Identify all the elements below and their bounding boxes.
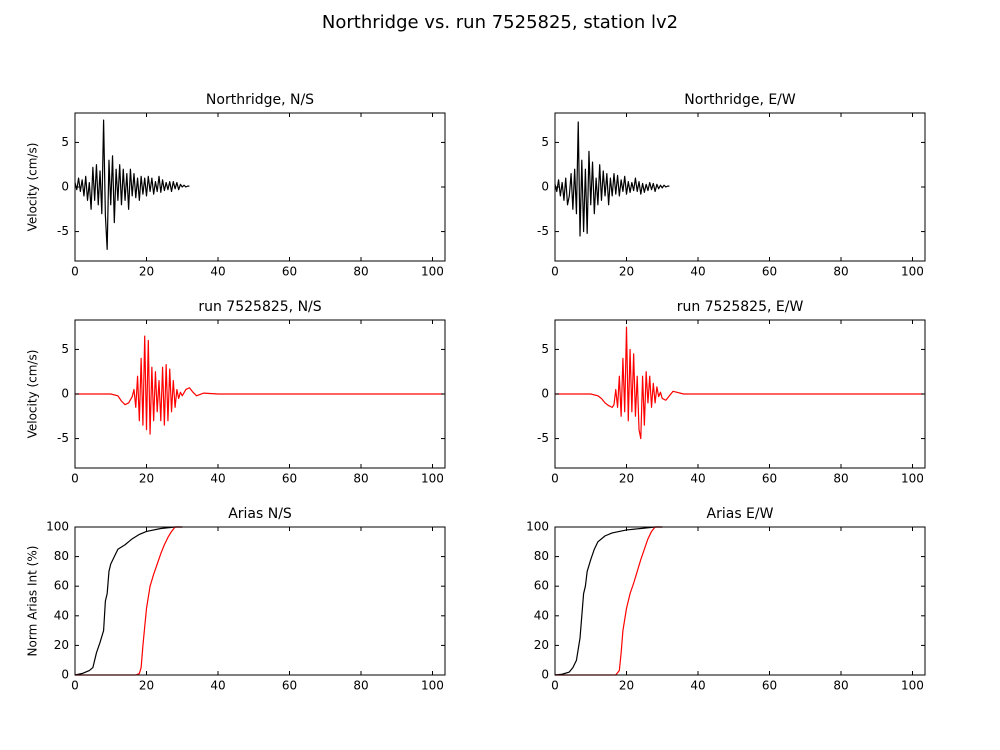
y-tick-label: -5 (537, 224, 549, 238)
x-tick-label: 20 (619, 679, 634, 693)
y-tick-label: 100 (46, 520, 69, 534)
x-tick-label: 60 (282, 265, 297, 279)
subplot: Arias E/W 0 20 40 60 80 100 0 20 40 60 80 100 (526, 506, 926, 693)
subplot: Arias N/S Norm Arias Int (%) 0 20 40 60 80 100 0… (26, 506, 446, 693)
y-tick-label: 0 (541, 180, 549, 194)
x-tick-label: 40 (690, 679, 705, 693)
line (74, 526, 183, 676)
y-axis-label: Norm Arias Int (%) (26, 546, 40, 657)
y-tick-label: 0 (61, 668, 69, 682)
x-tick-label: 60 (762, 679, 777, 693)
x-tick-label: 20 (139, 265, 154, 279)
x-tick-label: 60 (762, 472, 777, 486)
x-tick-label: 80 (353, 679, 368, 693)
x-tick-label: 80 (833, 472, 848, 486)
y-tick-label: -5 (537, 431, 549, 445)
x-tick-label: 100 (901, 472, 924, 486)
x-tick-label: 40 (210, 472, 225, 486)
x-tick-label: 0 (551, 265, 559, 279)
x-tick-label: 80 (353, 265, 368, 279)
subplot-title: run 7525825, E/W (677, 299, 804, 315)
x-tick-label: 20 (619, 472, 634, 486)
x-tick-label: 20 (139, 472, 154, 486)
y-tick-label: 0 (61, 180, 69, 194)
x-tick-label: 100 (421, 472, 444, 486)
y-tick-label: 60 (54, 579, 69, 593)
x-tick-label: 80 (833, 679, 848, 693)
x-tick-label: 60 (762, 265, 777, 279)
y-tick-label: 100 (526, 520, 549, 534)
x-tick-label: 20 (139, 679, 154, 693)
y-tick-label: 20 (534, 638, 549, 652)
line (74, 119, 190, 251)
subplot-title: Arias N/S (228, 506, 292, 522)
subplot: run 7525825, E/W 0 20 40 60 80 100 -5 0 5 (537, 299, 926, 486)
line (554, 526, 663, 676)
y-tick-label: 20 (54, 638, 69, 652)
line (555, 526, 663, 676)
x-tick-label: 20 (619, 265, 634, 279)
subplot-title: Arias E/W (707, 506, 774, 522)
figure-title: Northridge vs. run 7525825, station lv2 (322, 12, 678, 33)
axes-frame (74, 526, 446, 676)
x-tick-label: 100 (901, 265, 924, 279)
y-tick-label: 5 (541, 342, 549, 356)
x-tick-label: 0 (551, 679, 559, 693)
x-tick-label: 0 (71, 472, 79, 486)
y-tick-label: 40 (54, 608, 69, 622)
x-tick-label: 0 (551, 472, 559, 486)
line (75, 526, 183, 676)
line (75, 335, 444, 435)
y-axis-label: Velocity (cm/s) (26, 350, 40, 439)
y-tick-label: 5 (61, 135, 69, 149)
y-axis-label: Velocity (cm/s) (26, 143, 40, 232)
y-tick-label: 40 (534, 608, 549, 622)
subplot-title: Northridge, N/S (206, 92, 314, 108)
subplot: run 7525825, N/S Velocity (cm/s) 0 20 40 60 80… (26, 299, 446, 486)
y-tick-label: 80 (534, 549, 549, 563)
subplot-title: run 7525825, N/S (198, 299, 321, 315)
x-tick-label: 0 (71, 265, 79, 279)
x-tick-label: 0 (71, 679, 79, 693)
y-tick-label: -5 (57, 431, 69, 445)
subplot-title: Northridge, E/W (684, 92, 796, 108)
y-tick-label: 80 (54, 549, 69, 563)
x-tick-label: 80 (833, 265, 848, 279)
y-tick-label: 0 (61, 387, 69, 401)
x-tick-label: 100 (421, 265, 444, 279)
line (555, 326, 924, 440)
x-tick-label: 100 (421, 679, 444, 693)
y-tick-label: 5 (541, 135, 549, 149)
x-tick-label: 40 (690, 472, 705, 486)
y-tick-label: 0 (541, 668, 549, 682)
axes-frame (554, 526, 926, 676)
x-tick-label: 40 (210, 265, 225, 279)
y-tick-label: -5 (57, 224, 69, 238)
x-tick-label: 80 (353, 472, 368, 486)
y-tick-label: 5 (61, 342, 69, 356)
y-tick-label: 60 (534, 579, 549, 593)
subplot: Northridge, N/S Velocity (cm/s) 0 20 40 60 80 1… (26, 92, 446, 279)
y-tick-label: 0 (541, 387, 549, 401)
subplot: Northridge, E/W 0 20 40 60 80 100 -5 0 5 (537, 92, 926, 279)
x-tick-label: 60 (282, 679, 297, 693)
x-tick-label: 40 (210, 679, 225, 693)
x-tick-label: 100 (901, 679, 924, 693)
x-tick-label: 40 (690, 265, 705, 279)
line (554, 121, 670, 237)
x-tick-label: 60 (282, 472, 297, 486)
